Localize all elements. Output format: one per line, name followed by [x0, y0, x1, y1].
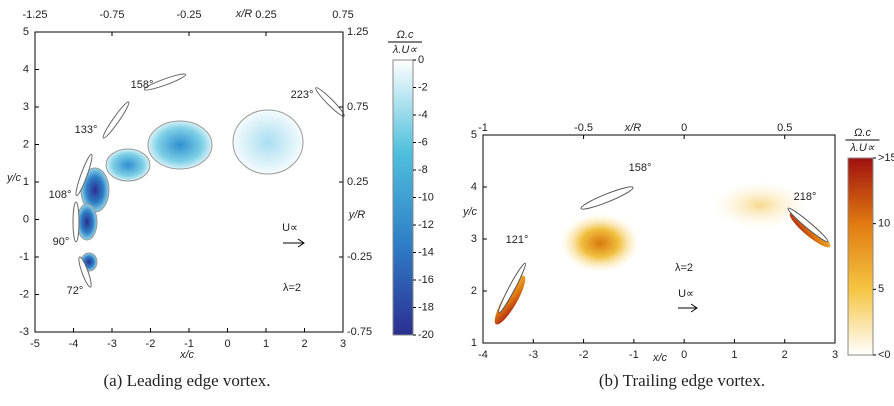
annotation: 223°: [291, 89, 314, 101]
colorbar-tick-label: 0: [418, 54, 424, 66]
vortex-shapes-a: [72, 73, 345, 288]
annotation: 90°: [53, 236, 70, 248]
colorbar-tick-label: -4: [418, 109, 428, 121]
x2-tick-label: 0.5: [777, 122, 792, 134]
colorbar-tick-label: -16: [418, 274, 434, 286]
x-tick-label: 0: [681, 349, 687, 361]
y-tick-label: 4: [471, 181, 477, 193]
plot-frame: [482, 134, 836, 344]
x2-tick-label: -1: [478, 122, 488, 134]
x-tick-label: -1: [629, 349, 639, 361]
axis-label: y/c: [6, 172, 22, 184]
colorbar-tick-label: -10: [418, 191, 434, 203]
annotation: 158°: [629, 162, 652, 174]
colorbar-tick-label: -12: [418, 219, 434, 231]
x-tick-label: 1: [263, 338, 269, 350]
y2-tick-label: -0.75: [347, 326, 372, 338]
y-tick-label: 3: [23, 101, 29, 113]
y2-tick-label: 0.75: [347, 101, 368, 113]
colorbar-numerator: Ω.c: [854, 127, 871, 139]
colorbar-denominator: λ.U∝: [392, 44, 418, 56]
colorbar-tick-label: -20: [418, 329, 434, 341]
x-tick-label: -5: [30, 338, 40, 350]
x-tick-label: 2: [782, 349, 788, 361]
x-tick-label: 3: [832, 349, 838, 361]
colorbar-tick-label: -8: [418, 164, 428, 176]
y-tick-label: 1: [471, 337, 477, 349]
axis-label: x/R: [624, 122, 642, 134]
x2-tick-label: 0.75: [332, 9, 353, 21]
x2-tick-label: -0.25: [176, 9, 201, 21]
colorbar-tick-label: -2: [418, 81, 428, 93]
annotation: λ=2: [283, 282, 301, 294]
x2-tick-label: 0.25: [255, 9, 276, 21]
y-tick-label: 2: [23, 138, 29, 150]
y-tick-label: -3: [19, 326, 29, 338]
colorbar-tick-label: 5: [878, 283, 884, 295]
x-tick-label: 2: [301, 338, 307, 350]
x2-tick-label: -0.5: [574, 122, 593, 134]
colorbar: [392, 59, 414, 336]
colorbar-tick-label: -14: [418, 246, 434, 258]
colorbar-tick-label: -18: [418, 301, 434, 313]
annotation: 121°: [506, 234, 529, 246]
axis-label: y/c: [462, 206, 478, 218]
x2-tick-label: -0.75: [99, 9, 124, 21]
y-tick-label: -2: [19, 288, 29, 300]
colorbar-numerator: Ω.c: [397, 29, 414, 41]
x-tick-label: 3: [340, 338, 346, 350]
caption: (a) Leading edge vortex.: [103, 371, 270, 390]
annotation: 72°: [67, 285, 84, 297]
x-tick-label: -2: [579, 349, 589, 361]
y-tick-label: 1: [23, 176, 29, 188]
x-tick-label: 1: [731, 349, 737, 361]
colorbar-denominator: λ.U∝: [849, 142, 875, 154]
x2-tick-label: 0: [681, 122, 687, 134]
y-tick-label: 2: [471, 285, 477, 297]
y-tick-label: 4: [23, 63, 29, 75]
axis-label: x/c: [652, 352, 668, 364]
annotation: 133°: [75, 124, 98, 136]
x-tick-label: -2: [146, 338, 156, 350]
x-tick-label: -4: [478, 349, 488, 361]
caption: (b) Trailing edge vortex.: [599, 371, 765, 390]
annotation: 158°: [131, 79, 154, 91]
y-tick-label: 3: [471, 233, 477, 245]
y2-tick-label: 1.25: [347, 26, 368, 38]
y-tick-label: -1: [19, 251, 29, 263]
colorbar-tick-label: <0: [878, 349, 891, 361]
y2-tick-label: -0.25: [347, 251, 372, 263]
axis-label: y/R: [348, 209, 366, 221]
annotation: 108°: [49, 189, 72, 201]
annotation: 218°: [794, 191, 817, 203]
axis-label: x/c: [179, 349, 195, 361]
colorbar-tick-label: -6: [418, 136, 428, 148]
colorbar-tick-label: >15: [878, 152, 894, 164]
x-tick-label: -1: [184, 338, 194, 350]
y2-tick-label: 0.25: [347, 176, 368, 188]
colorbar-tick-label: 10: [878, 218, 890, 230]
x-tick-label: -3: [107, 338, 117, 350]
x-tick-label: 0: [224, 338, 230, 350]
colorbar: [847, 157, 874, 356]
annotation: U∝: [678, 288, 694, 300]
y-tick-label: 0: [23, 213, 29, 225]
x-tick-label: -3: [528, 349, 538, 361]
axis-label: x/R: [235, 8, 253, 20]
x-tick-label: -4: [69, 338, 79, 350]
x2-tick-label: -1.25: [22, 9, 47, 21]
annotation: U∝: [282, 222, 298, 234]
annotation: λ=2: [675, 262, 693, 274]
vortex-shapes-b: [494, 183, 831, 325]
y-tick-label: 5: [471, 129, 477, 141]
y-tick-label: 5: [23, 26, 29, 38]
